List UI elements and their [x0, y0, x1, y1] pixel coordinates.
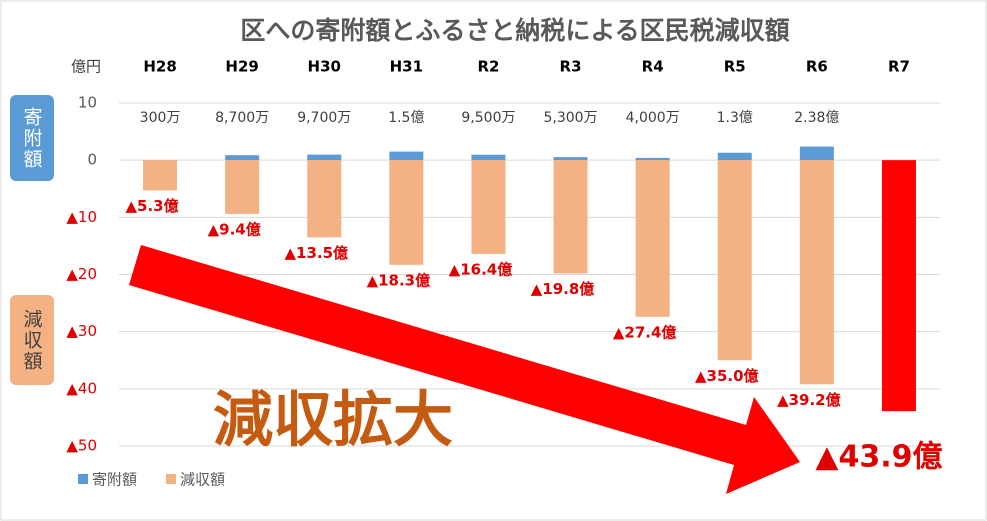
value-label: 9,700万 — [297, 110, 351, 126]
annotation: 減収拡大 — [213, 386, 453, 456]
bar — [389, 151, 424, 161]
value-label: ▲39.2億 — [777, 391, 841, 409]
bar — [471, 160, 506, 254]
value-label: 2.38億 — [794, 110, 839, 126]
y-tick-label: ▲40 — [66, 379, 97, 397]
bar — [881, 160, 916, 412]
x-tick-label: R7 — [888, 58, 910, 76]
arrow — [129, 245, 800, 494]
value-label: ▲43.9億 — [815, 440, 942, 475]
value-label: 1.3億 — [717, 110, 753, 126]
bar — [553, 157, 588, 161]
x-tick-label: H31 — [390, 58, 423, 76]
side-label: 寄附額 — [10, 95, 54, 181]
value-label: 9,500万 — [461, 110, 515, 126]
bar — [225, 155, 260, 161]
x-tick-label: R6 — [806, 58, 828, 76]
bar — [635, 160, 670, 317]
x-tick-label: R2 — [477, 58, 499, 76]
bar — [471, 154, 506, 161]
x-tick-label: H28 — [143, 58, 176, 76]
x-tick-label: R3 — [560, 58, 582, 76]
value-label: ▲16.4億 — [449, 260, 513, 278]
value-label: ▲5.3億 — [125, 197, 178, 215]
bar — [635, 157, 670, 161]
value-label: ▲35.0億 — [695, 367, 759, 385]
x-tick-label: R4 — [642, 58, 664, 76]
value-label: ▲19.8億 — [531, 280, 595, 298]
x-tick-label: R5 — [724, 58, 746, 76]
bar — [307, 154, 342, 161]
side-label: 減収額 — [10, 295, 54, 385]
value-label: ▲13.5億 — [284, 244, 348, 262]
y-tick-label: ▲10 — [66, 208, 97, 226]
unit-label: 億円 — [71, 58, 101, 76]
value-label: 8,700万 — [215, 110, 269, 126]
bar — [307, 160, 342, 238]
y-tick-label: ▲50 — [66, 437, 97, 455]
bar — [389, 160, 424, 265]
legend-label: 減収額 — [180, 471, 225, 489]
bar — [799, 146, 834, 161]
legend-swatch — [166, 474, 176, 484]
y-tick-label: 10 — [78, 94, 97, 112]
bar — [553, 160, 588, 274]
value-label: 5,300万 — [544, 110, 598, 126]
chart-title: 区への寄附額とふるさと納税による区民税減収額 — [240, 16, 789, 45]
bar — [717, 152, 752, 161]
x-tick-label: H29 — [225, 58, 258, 76]
bar — [143, 160, 178, 191]
value-label: 300万 — [140, 110, 181, 126]
y-tick-label: ▲20 — [66, 265, 97, 283]
legend-label: 寄附額 — [92, 471, 137, 489]
bar — [717, 160, 752, 361]
value-label: ▲9.4億 — [208, 220, 261, 238]
bar — [225, 160, 260, 214]
bar — [799, 160, 834, 385]
value-label: 1.5億 — [388, 110, 424, 126]
value-label: 4,000万 — [626, 110, 680, 126]
y-tick-label: 0 — [87, 151, 97, 169]
value-label: ▲27.4億 — [613, 323, 677, 341]
x-tick-label: H30 — [308, 58, 341, 76]
value-label: ▲18.3億 — [367, 271, 431, 289]
legend-swatch — [78, 474, 88, 484]
y-tick-label: ▲30 — [66, 322, 97, 340]
